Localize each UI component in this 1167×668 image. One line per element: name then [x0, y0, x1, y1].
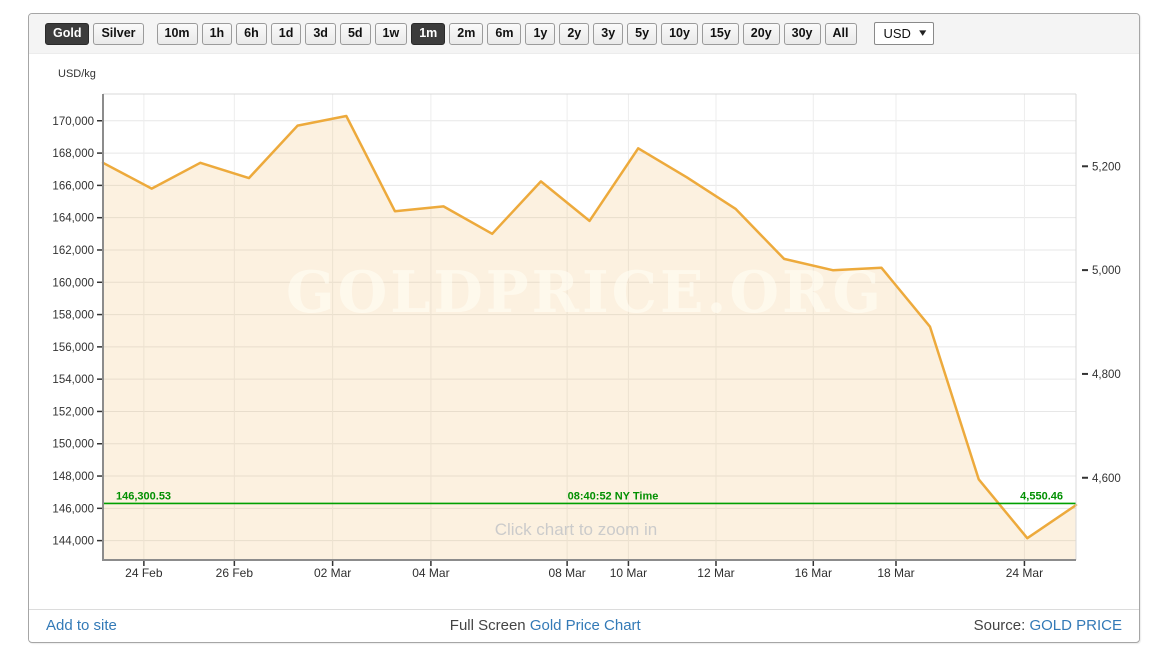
price-line: [101, 114, 1078, 540]
goldprice-watermark: GOLDPRICE.ORG: [286, 259, 884, 326]
y-tick-label: 156,000: [52, 342, 94, 354]
current-price-left-label: 146,300.53: [116, 490, 171, 502]
range-button-group: 10m 1h 6h 1d 3d 5d 1w 1m 2m 6m 1y 2y 3y 5y 10y 15y 20y 30…: [156, 22, 861, 45]
range-button-20y[interactable]: 20y: [742, 22, 780, 45]
x-tick-label: 04 Mar: [412, 566, 449, 580]
range-button-2m[interactable]: 2m: [449, 22, 484, 45]
range-button-2y[interactable]: 2y: [559, 22, 590, 45]
range-button-6h[interactable]: 6h: [236, 22, 267, 45]
x-tick-label: 08 Mar: [548, 566, 585, 580]
current-price-right-label: 4,550.46: [1020, 490, 1063, 502]
y-tick-label: 160,000: [52, 277, 94, 289]
currency-select[interactable]: USD ▾: [873, 22, 935, 45]
gold-price-area-chart[interactable]: GOLDPRICE.ORG 146,300.53 08:40:52 NY Time 4…: [29, 54, 1139, 609]
add-to-site-link[interactable]: Add to site: [46, 617, 117, 634]
range-button-1y[interactable]: 1y: [525, 22, 556, 45]
range-button-30y[interactable]: 30y: [783, 22, 821, 45]
zoom-hint-text: Click chart to zoom in: [495, 520, 658, 539]
range-button-1d[interactable]: 1d: [270, 22, 302, 45]
current-price-time-label: 08:40:52 NY Time: [568, 490, 659, 502]
y-tick-label: 158,000: [52, 310, 94, 322]
y-right-tick-label: 5,200: [1092, 161, 1121, 173]
range-button-6m[interactable]: 6m: [487, 22, 522, 45]
range-button-1h[interactable]: 1h: [201, 22, 233, 45]
range-button-15y[interactable]: 15y: [701, 22, 739, 45]
x-tick-label: 12 Mar: [697, 566, 734, 580]
range-button-5y[interactable]: 5y: [627, 22, 658, 45]
range-button-3y[interactable]: 3y: [593, 22, 624, 45]
x-tick-label: 24 Feb: [125, 566, 163, 580]
y-tick-label: 166,000: [52, 180, 94, 192]
range-button-5d[interactable]: 5d: [339, 22, 371, 45]
range-button-10m[interactable]: 10m: [156, 22, 198, 45]
y-tick-label: 170,000: [52, 116, 94, 128]
y-tick-label: 168,000: [52, 148, 94, 160]
y-tick-label: 154,000: [52, 374, 94, 386]
range-button-all[interactable]: All: [824, 22, 857, 45]
y-axis-unit-label: USD/kg: [58, 68, 96, 80]
range-button-1w[interactable]: 1w: [374, 22, 408, 45]
x-tick-label: 24 Mar: [1006, 566, 1043, 580]
chevron-down-icon: ▾: [919, 27, 927, 39]
y-tick-label: 164,000: [52, 213, 94, 225]
range-button-1m[interactable]: 1m: [411, 22, 446, 45]
source-link[interactable]: GOLD PRICE: [1029, 617, 1122, 634]
full-screen-label: Full Screen: [449, 617, 526, 634]
gold-price-chart-widget: Gold Silver 10m 1h 6h 1d 3d 5d 1w 1m 2m 6m 1y 2y 3y 5y…: [28, 13, 1140, 643]
chart-toolbar: Gold Silver 10m 1h 6h 1d 3d 5d 1w 1m 2m 6m 1y 2y 3y 5y…: [29, 14, 1139, 54]
y-tick-label: 144,000: [52, 536, 94, 548]
area-fill: [103, 116, 1076, 560]
price-chart[interactable]: GOLDPRICE.ORG 146,300.53 08:40:52 NY Time 4…: [29, 54, 1139, 609]
source-label: Source:: [973, 617, 1026, 634]
y-tick-label: 146,000: [52, 503, 94, 515]
x-tick-label: 18 Mar: [877, 566, 914, 580]
x-tick-label: 16 Mar: [795, 566, 832, 580]
y-right-tick-label: 5,000: [1092, 265, 1121, 277]
chart-footer: Add to site Full Screen Gold Price Chart…: [29, 609, 1139, 641]
metal-button-gold[interactable]: Gold: [45, 22, 90, 45]
full-screen-chart-link[interactable]: Gold Price Chart: [529, 617, 641, 634]
y-tick-label: 162,000: [52, 245, 94, 257]
range-button-10y[interactable]: 10y: [661, 22, 698, 45]
y-right-tick-label: 4,600: [1092, 473, 1121, 485]
metal-button-silver[interactable]: Silver: [93, 22, 144, 45]
x-tick-label: 02 Mar: [314, 566, 351, 580]
y-right-tick-label: 4,800: [1092, 369, 1121, 381]
metal-button-group: Gold Silver: [45, 22, 148, 45]
y-tick-label: 148,000: [52, 471, 94, 483]
y-tick-label: 150,000: [52, 439, 94, 451]
x-tick-label: 26 Feb: [216, 566, 254, 580]
range-button-3d[interactable]: 3d: [305, 22, 336, 45]
x-tick-label: 10 Mar: [610, 566, 647, 580]
currency-select-value: USD: [883, 26, 911, 41]
y-tick-label: 152,000: [52, 406, 94, 418]
